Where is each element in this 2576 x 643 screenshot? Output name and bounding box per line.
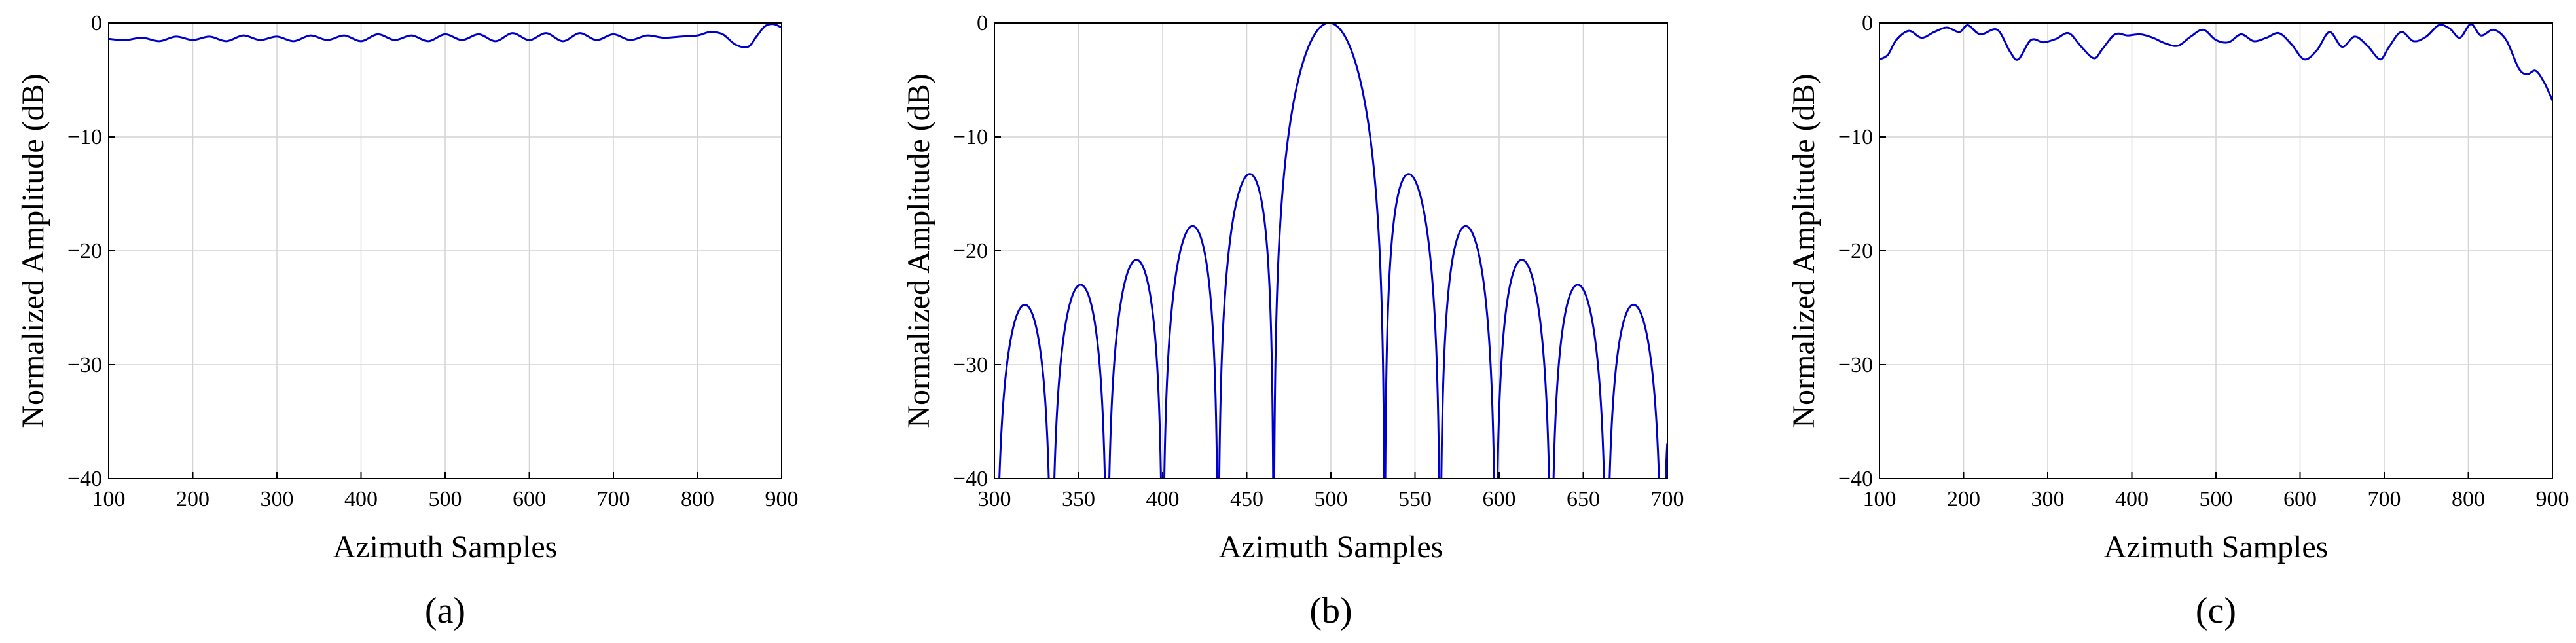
plot-area <box>108 22 782 479</box>
plot-area <box>1879 22 2553 479</box>
x-tick-label: 100 <box>1863 487 1896 511</box>
chart-panel-a: 100 200 300 400 500 600 700 800 900 0 −10 −20 −30 −4… <box>16 11 799 631</box>
series <box>109 23 782 48</box>
x-tick-label: 400 <box>344 487 378 511</box>
x-tick-label: 650 <box>1567 487 1600 511</box>
y-tick-label: 0 <box>977 11 988 35</box>
x-tick-label: 900 <box>765 487 799 511</box>
grid <box>1879 22 2553 479</box>
x-tick-label: 400 <box>1146 487 1180 511</box>
y-tick-label: −30 <box>67 353 102 377</box>
y-axis-label: Normalized Amplitude (dB) <box>1787 73 1821 428</box>
grid <box>108 22 782 479</box>
panel-label: (a) <box>425 591 465 631</box>
x-ticks: 100 200 300 400 500 600 700 800 900 <box>92 472 799 511</box>
x-axis-label: Azimuth Samples <box>2104 530 2329 564</box>
x-tick-label: 300 <box>978 487 1011 511</box>
y-tick-label: 0 <box>1862 11 1873 35</box>
y-tick-label: −20 <box>67 239 102 263</box>
x-tick-label: 900 <box>2536 487 2569 511</box>
x-tick-label: 600 <box>2283 487 2317 511</box>
y-tick-label: −40 <box>1838 467 1873 491</box>
x-tick-label: 300 <box>261 487 294 511</box>
series <box>1879 23 2552 101</box>
x-tick-label: 800 <box>2452 487 2485 511</box>
y-tick-label: −10 <box>1838 125 1873 149</box>
y-tick-label: −10 <box>67 125 102 149</box>
grid <box>994 22 1668 479</box>
y-tick-label: −10 <box>953 125 988 149</box>
x-tick-label: 700 <box>597 487 630 511</box>
x-tick-label: 600 <box>1483 487 1516 511</box>
y-tick-label: −30 <box>1838 353 1873 377</box>
x-tick-label: 200 <box>1947 487 1980 511</box>
panel-label: (c) <box>2196 591 2236 631</box>
y-tick-label: −40 <box>953 467 988 491</box>
chart-panel-b: 300 350 400 450 500 550 600 650 700 0 −10 −20 −30 −4… <box>901 11 1684 631</box>
plot-area <box>994 22 1668 479</box>
y-tick-label: 0 <box>91 11 102 35</box>
panel-label: (b) <box>1309 591 1352 631</box>
series-line <box>1879 23 2552 101</box>
x-tick-label: 350 <box>1062 487 1095 511</box>
x-tick-label: 700 <box>2368 487 2401 511</box>
y-axis-label: Normalized Amplitude (dB) <box>16 73 50 428</box>
y-ticks: 0 −10 −20 −30 −40 <box>953 11 1001 491</box>
x-tick-label: 550 <box>1398 487 1432 511</box>
x-tick-label: 200 <box>176 487 209 511</box>
x-tick-label: 450 <box>1230 487 1263 511</box>
y-axis-label: Normalized Amplitude (dB) <box>901 73 936 428</box>
x-tick-label: 500 <box>429 487 462 511</box>
x-ticks: 100 200 300 400 500 600 700 800 900 <box>1863 472 2569 511</box>
x-tick-label: 100 <box>92 487 126 511</box>
x-tick-label: 500 <box>1315 487 1348 511</box>
x-axis-label: Azimuth Samples <box>333 530 558 564</box>
y-ticks: 0 −10 −20 −30 −40 <box>67 11 115 491</box>
x-tick-label: 800 <box>681 487 714 511</box>
x-axis-label: Azimuth Samples <box>1219 530 1443 564</box>
x-tick-label: 400 <box>2115 487 2149 511</box>
chart-panel-c: 100 200 300 400 500 600 700 800 900 0 −10 −20 −30 −4… <box>1787 11 2569 631</box>
x-tick-label: 500 <box>2200 487 2233 511</box>
x-ticks: 300 350 400 450 500 550 600 650 700 <box>978 472 1684 511</box>
y-tick-label: −20 <box>1838 239 1873 263</box>
y-tick-label: −20 <box>953 239 988 263</box>
y-ticks: 0 −10 −20 −30 −40 <box>1838 11 1886 491</box>
x-tick-label: 600 <box>513 487 546 511</box>
series-line <box>109 23 782 48</box>
x-tick-label: 300 <box>2031 487 2065 511</box>
x-tick-label: 700 <box>1651 487 1684 511</box>
y-tick-label: −40 <box>67 467 102 491</box>
y-tick-label: −30 <box>953 353 988 377</box>
